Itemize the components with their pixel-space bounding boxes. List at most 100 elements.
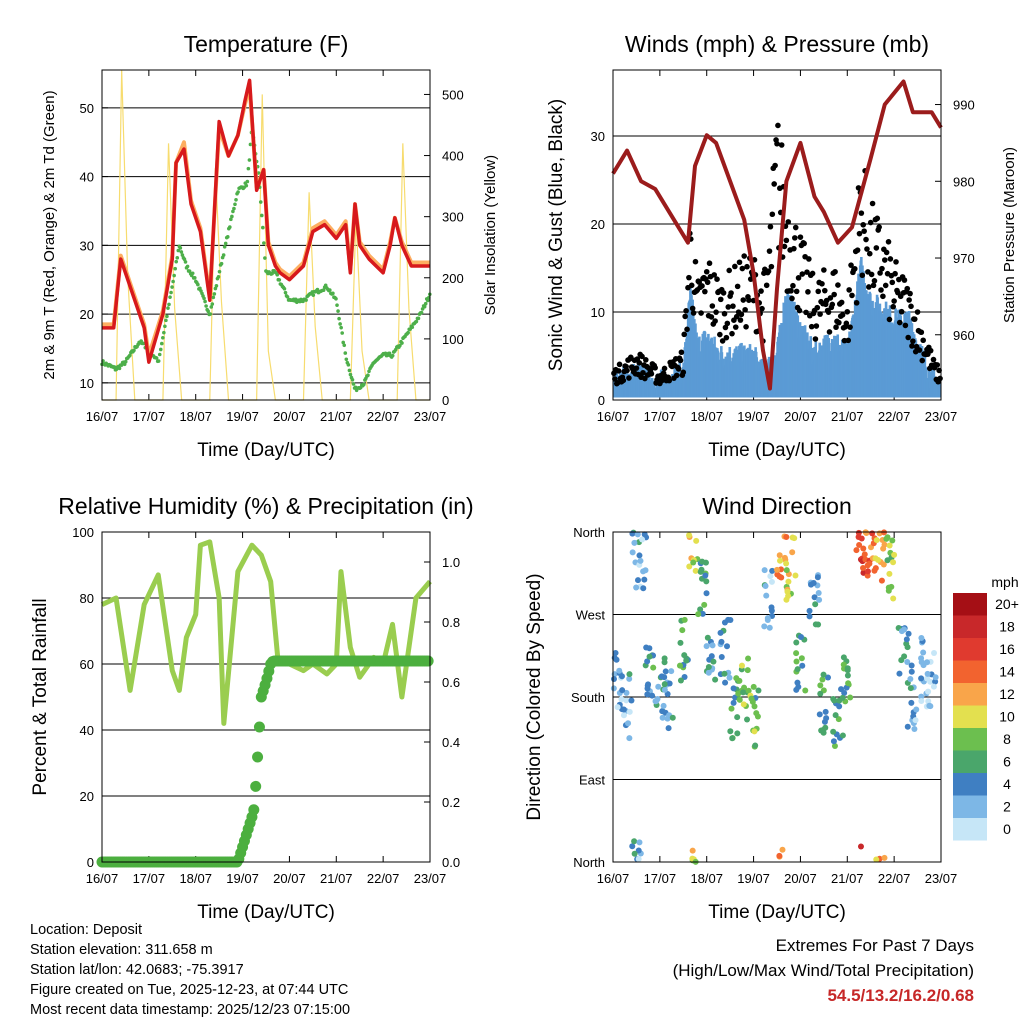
- direction-point: [681, 652, 688, 659]
- dewpoint-point: [169, 290, 173, 295]
- direction-point: [650, 664, 657, 671]
- legend-label: 10: [999, 709, 1015, 725]
- direction-point: [750, 683, 757, 690]
- gust-point: [684, 326, 690, 333]
- direction-point: [785, 592, 792, 599]
- direction-point: [881, 854, 888, 861]
- gust-point: [804, 269, 810, 275]
- dewpoint-point: [283, 290, 288, 295]
- direction-point: [676, 662, 683, 669]
- y-tick-label: 20: [591, 217, 605, 232]
- gust-point: [640, 369, 646, 376]
- dewpoint-point: [167, 302, 171, 307]
- direction-point: [793, 686, 800, 693]
- x-tick-label: 21/07: [831, 871, 864, 886]
- gust-point: [616, 361, 623, 368]
- dewpoint-point: [154, 356, 159, 360]
- gust-point: [887, 256, 894, 262]
- gust-point: [678, 349, 685, 356]
- legend-title: mph: [991, 574, 1018, 590]
- gust-point: [686, 274, 692, 281]
- dewpoint-point: [157, 352, 162, 357]
- direction-point: [886, 570, 893, 577]
- y2-tick-label: 0: [442, 393, 449, 408]
- gust-point: [914, 309, 921, 315]
- dewpoint-point: [348, 372, 353, 377]
- dewpoint-point: [156, 359, 161, 363]
- direction-point: [660, 702, 667, 709]
- direction-point: [793, 650, 800, 657]
- dewpoint-point: [331, 291, 335, 296]
- dewpoint-point: [208, 312, 213, 316]
- dewpoint-point: [337, 316, 341, 321]
- y-tick-label: 20: [80, 307, 94, 322]
- direction-point: [861, 551, 868, 558]
- dewpoint-point: [174, 259, 179, 264]
- direction-point: [778, 574, 785, 581]
- direction-point: [740, 701, 747, 708]
- direction-point: [871, 567, 878, 574]
- plot-border-1: [612, 69, 942, 401]
- direction-point: [830, 728, 837, 735]
- precip-point: [422, 655, 434, 667]
- location-text: Location: Deposit: [30, 922, 143, 938]
- gust-point: [732, 324, 739, 330]
- extremes-values: 54.5/13.2/16.2/0.68: [827, 986, 974, 1005]
- gust-point: [809, 270, 816, 277]
- direction-point: [646, 653, 653, 660]
- direction-point: [618, 673, 625, 680]
- direction-point: [830, 695, 837, 702]
- gust-point: [771, 181, 777, 187]
- gust-point: [643, 357, 649, 363]
- gust-point: [876, 224, 882, 230]
- dewpoint-point: [256, 171, 261, 175]
- dewpoint-point: [282, 286, 287, 291]
- legend-label: 18: [999, 619, 1015, 635]
- gust-point: [909, 343, 915, 349]
- panel-2: 16/07 17/07 18/07 19/07 20/07 21/07 22/07 23/07…: [72, 525, 460, 886]
- dewpoint-point: [398, 343, 402, 348]
- direction-point: [911, 725, 918, 732]
- gust-point: [680, 369, 687, 376]
- gust-point: [743, 324, 749, 330]
- dewpoint-point: [328, 288, 332, 292]
- direction-point: [637, 557, 644, 564]
- direction-point: [806, 607, 813, 614]
- extremes-block: Extremes For Past 7 Days (High/Low/Max W…: [673, 933, 974, 1008]
- direction-point: [907, 675, 914, 682]
- direction-point: [769, 567, 776, 574]
- y2-tick-label: 960: [953, 328, 975, 343]
- direction-point: [610, 685, 617, 692]
- direction-point: [898, 628, 905, 635]
- direction-point: [847, 694, 854, 701]
- direction-point: [873, 537, 880, 544]
- direction-point: [644, 685, 651, 692]
- y2-tick-label: 1.0: [442, 555, 460, 570]
- direction-point: [793, 639, 800, 646]
- dewpoint-point: [161, 335, 165, 340]
- dewpoint-point: [170, 285, 174, 289]
- direction-point: [692, 567, 699, 574]
- gust-point: [890, 303, 897, 310]
- legend-swatch: [953, 683, 987, 706]
- dewpoint-point: [209, 305, 214, 309]
- direction-point: [918, 634, 925, 641]
- direction-point: [681, 616, 688, 623]
- gust-point: [797, 234, 804, 240]
- y-tick-label: 50: [80, 101, 94, 116]
- gust-point: [892, 270, 898, 277]
- y-axis-label-0: 2m & 9m T (Red, Orange) & 2m Td (Green): [41, 90, 58, 379]
- y-tick-label: East: [579, 773, 605, 788]
- direction-point: [888, 583, 895, 590]
- gust-point: [796, 307, 803, 314]
- direction-point: [931, 650, 938, 657]
- gust-point: [729, 330, 735, 337]
- gust-point: [874, 215, 881, 222]
- gust-point: [886, 316, 893, 323]
- direction-point: [690, 559, 697, 566]
- dewpoint-point: [168, 295, 172, 299]
- extremes-heading: Extremes For Past 7 Days: [775, 936, 974, 955]
- direction-point: [926, 702, 933, 709]
- dewpoint-point: [342, 343, 347, 348]
- gust-point: [737, 317, 744, 323]
